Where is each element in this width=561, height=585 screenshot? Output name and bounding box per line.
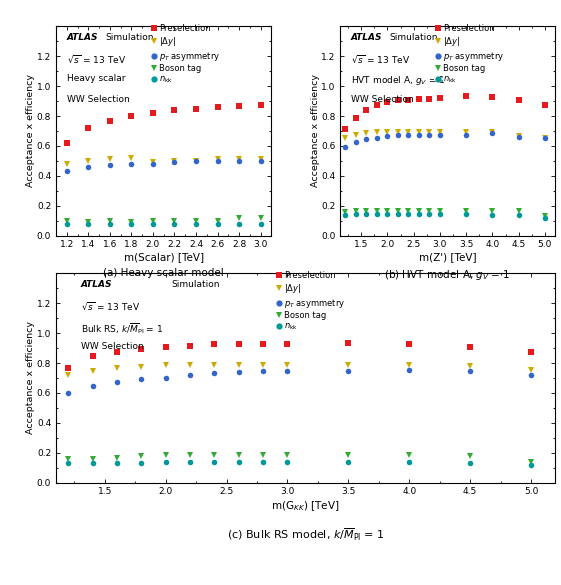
Text: (b) HVT model A, $g_V$ = 1: (b) HVT model A, $g_V$ = 1 <box>384 268 511 282</box>
Text: Bulk RS, $k/\overline{M}_{\mathrm{Pl}}$ = 1: Bulk RS, $k/\overline{M}_{\mathrm{Pl}}$ … <box>81 321 163 336</box>
Text: WW Selection: WW Selection <box>67 95 130 104</box>
Text: $\sqrt{s}$ = 13 TeV: $\sqrt{s}$ = 13 TeV <box>351 54 410 65</box>
Text: WW Selection: WW Selection <box>351 95 413 104</box>
Text: Simulation: Simulation <box>171 280 219 288</box>
Text: $\sqrt{s}$ = 13 TeV: $\sqrt{s}$ = 13 TeV <box>81 301 140 312</box>
Text: $\sqrt{s}$ = 13 TeV: $\sqrt{s}$ = 13 TeV <box>67 54 126 65</box>
Legend: Preselection, $|\Delta y|$, $p_T$ asymmetry, Boson tag, $n_{\mathrm{kk}}$: Preselection, $|\Delta y|$, $p_T$ asymme… <box>276 271 345 332</box>
Text: (c) Bulk RS model, $k/\overline{M}_{\mathrm{Pl}}$ = 1: (c) Bulk RS model, $k/\overline{M}_{\mat… <box>227 526 384 543</box>
Text: Simulation: Simulation <box>105 33 154 42</box>
Text: ATLAS: ATLAS <box>81 280 113 288</box>
Legend: Preselection, $|\Delta y|$, $p_T$ asymmetry, Boson tag, $n_{\mathrm{kk}}$: Preselection, $|\Delta y|$, $p_T$ asymme… <box>151 24 220 85</box>
Y-axis label: Acceptance x efficiency: Acceptance x efficiency <box>311 74 320 187</box>
Text: ATLAS: ATLAS <box>351 33 383 42</box>
X-axis label: m(Z') [TeV]: m(Z') [TeV] <box>419 252 477 262</box>
Text: Simulation: Simulation <box>390 33 438 42</box>
Text: ATLAS: ATLAS <box>67 33 98 42</box>
Text: Heavy scalar: Heavy scalar <box>67 74 125 84</box>
Legend: Preselection, $|\Delta y|$, $p_T$ asymmetry, Boson tag, $n_{\mathrm{kk}}$: Preselection, $|\Delta y|$, $p_T$ asymme… <box>435 24 504 85</box>
Y-axis label: Acceptance x efficiency: Acceptance x efficiency <box>26 74 35 187</box>
X-axis label: m(G$_{KK}$) [TeV]: m(G$_{KK}$) [TeV] <box>272 499 340 513</box>
X-axis label: m(Scalar) [TeV]: m(Scalar) [TeV] <box>123 252 204 262</box>
Text: (a) Heavy scalar model: (a) Heavy scalar model <box>103 268 224 278</box>
Y-axis label: Acceptance x efficiency: Acceptance x efficiency <box>26 322 35 435</box>
Text: HVT model A, $g_V$ = 1: HVT model A, $g_V$ = 1 <box>351 74 445 88</box>
Text: WW Selection: WW Selection <box>81 342 144 352</box>
